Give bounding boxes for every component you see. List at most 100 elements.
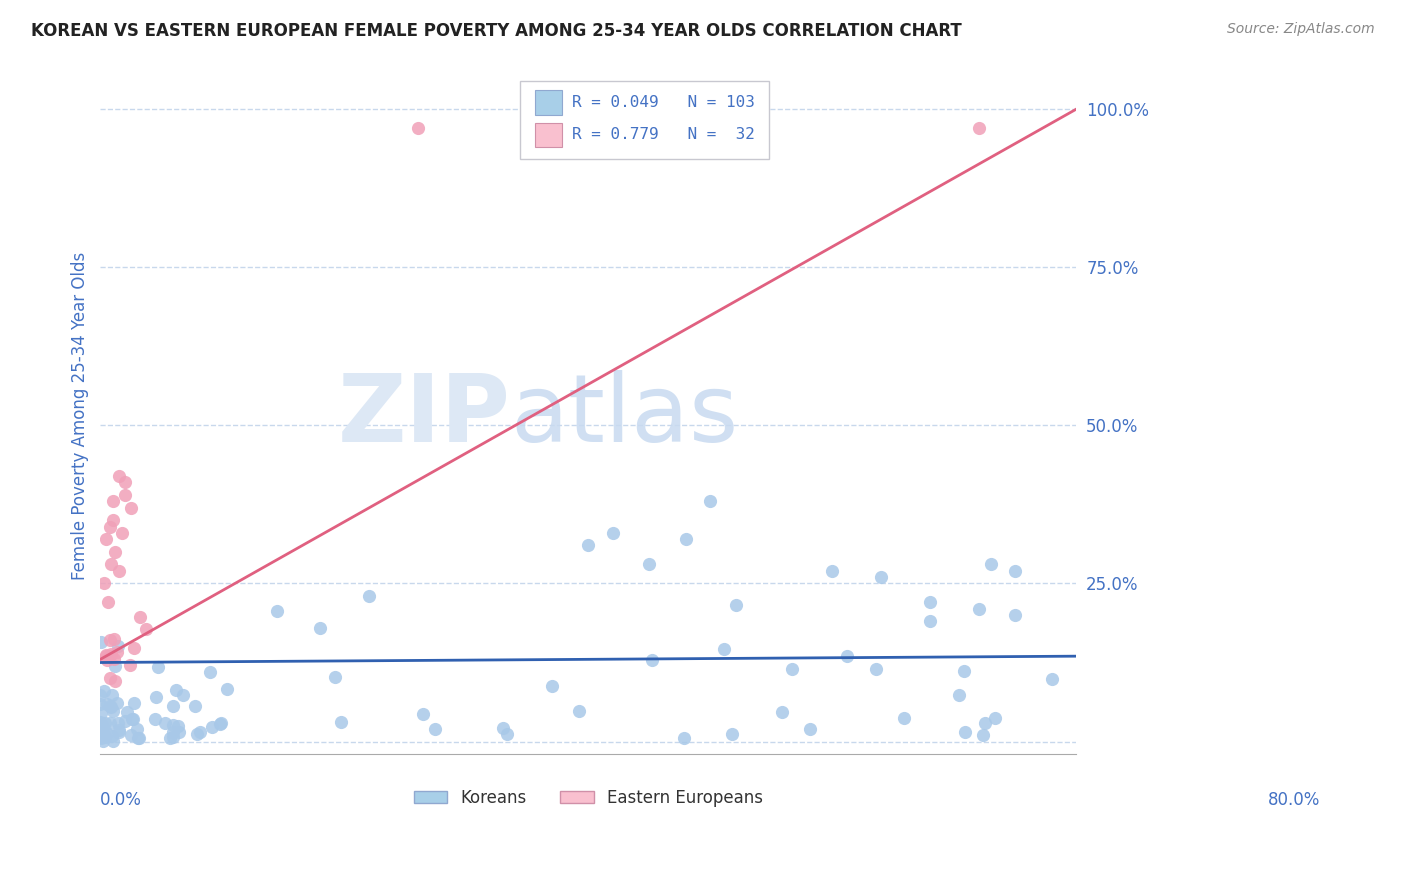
Point bbox=[90, 635, 112, 649]
Point bbox=[122, 696, 145, 710]
Point bbox=[406, 121, 429, 136]
Point bbox=[120, 728, 142, 742]
Point bbox=[198, 665, 221, 679]
Point bbox=[357, 589, 380, 603]
Point bbox=[865, 662, 887, 676]
Point bbox=[782, 662, 804, 676]
Point bbox=[98, 519, 121, 533]
Point bbox=[720, 727, 742, 741]
Point bbox=[107, 640, 129, 654]
Point bbox=[114, 475, 136, 490]
Point bbox=[97, 595, 120, 609]
Point bbox=[107, 564, 129, 578]
Text: R = 0.049   N = 103: R = 0.049 N = 103 bbox=[572, 95, 755, 110]
Point bbox=[984, 710, 1007, 724]
Point bbox=[576, 539, 599, 553]
Text: Source: ZipAtlas.com: Source: ZipAtlas.com bbox=[1227, 22, 1375, 37]
Point bbox=[918, 595, 941, 609]
Point bbox=[953, 725, 976, 739]
Point bbox=[89, 714, 111, 729]
Point bbox=[184, 699, 207, 714]
Point bbox=[770, 705, 793, 719]
Point bbox=[496, 727, 519, 741]
Text: 80.0%: 80.0% bbox=[1268, 791, 1320, 809]
Text: KOREAN VS EASTERN EUROPEAN FEMALE POVERTY AMONG 25-34 YEAR OLDS CORRELATION CHAR: KOREAN VS EASTERN EUROPEAN FEMALE POVERT… bbox=[31, 22, 962, 40]
Point bbox=[266, 604, 288, 618]
Point bbox=[145, 690, 167, 704]
Point bbox=[325, 670, 347, 684]
Point bbox=[188, 725, 211, 739]
Point bbox=[143, 712, 166, 726]
Point bbox=[103, 632, 125, 646]
Point bbox=[94, 730, 117, 744]
Point bbox=[948, 689, 970, 703]
Point bbox=[201, 720, 224, 734]
Point bbox=[107, 725, 129, 739]
Point bbox=[973, 715, 995, 730]
Text: atlas: atlas bbox=[510, 370, 738, 462]
Point bbox=[98, 699, 121, 714]
Legend: Koreans, Eastern Europeans: Koreans, Eastern Europeans bbox=[408, 782, 769, 814]
Point bbox=[821, 564, 844, 578]
Point bbox=[100, 647, 122, 661]
Point bbox=[167, 719, 190, 733]
Bar bbox=[534, 123, 562, 147]
Point bbox=[675, 532, 697, 546]
Point bbox=[120, 500, 142, 515]
Point bbox=[91, 733, 114, 747]
Point bbox=[124, 640, 146, 655]
Point bbox=[641, 653, 664, 667]
Text: ZIP: ZIP bbox=[337, 370, 510, 462]
Point bbox=[101, 494, 124, 508]
Point bbox=[602, 525, 624, 540]
Point bbox=[111, 525, 134, 540]
Bar bbox=[534, 90, 562, 115]
Point bbox=[162, 725, 184, 739]
Point bbox=[953, 665, 976, 679]
Point bbox=[162, 698, 184, 713]
Point bbox=[105, 645, 128, 659]
Point bbox=[96, 649, 118, 664]
Point bbox=[91, 722, 114, 736]
Point bbox=[673, 731, 696, 746]
Point bbox=[93, 716, 115, 731]
Point bbox=[146, 660, 169, 674]
Point bbox=[217, 682, 239, 697]
Point bbox=[165, 682, 187, 697]
Text: R = 0.779   N =  32: R = 0.779 N = 32 bbox=[572, 128, 755, 143]
Point bbox=[1004, 564, 1026, 578]
FancyBboxPatch shape bbox=[520, 81, 769, 159]
Point bbox=[699, 494, 721, 508]
Point bbox=[90, 731, 112, 746]
Point bbox=[96, 697, 118, 711]
Point bbox=[93, 728, 115, 742]
Point bbox=[309, 622, 332, 636]
Point bbox=[114, 488, 136, 502]
Point bbox=[918, 615, 941, 629]
Point bbox=[893, 711, 915, 725]
Point bbox=[93, 683, 115, 698]
Point bbox=[100, 558, 122, 572]
Point bbox=[100, 700, 122, 714]
Point bbox=[153, 715, 176, 730]
Point bbox=[101, 729, 124, 743]
Point bbox=[89, 697, 111, 711]
Point bbox=[122, 713, 145, 727]
Point bbox=[423, 723, 446, 737]
Point bbox=[330, 714, 353, 729]
Point bbox=[125, 722, 148, 736]
Point bbox=[412, 706, 434, 721]
Point bbox=[104, 659, 127, 673]
Point bbox=[162, 730, 184, 744]
Point bbox=[114, 714, 136, 728]
Y-axis label: Female Poverty Among 25-34 Year Olds: Female Poverty Among 25-34 Year Olds bbox=[72, 252, 89, 580]
Point bbox=[129, 610, 152, 624]
Point bbox=[98, 716, 121, 731]
Point bbox=[135, 623, 157, 637]
Point bbox=[967, 601, 990, 615]
Point bbox=[107, 716, 129, 731]
Text: 0.0%: 0.0% bbox=[100, 791, 142, 809]
Point bbox=[98, 633, 121, 648]
Point bbox=[835, 648, 858, 663]
Point bbox=[186, 727, 208, 741]
